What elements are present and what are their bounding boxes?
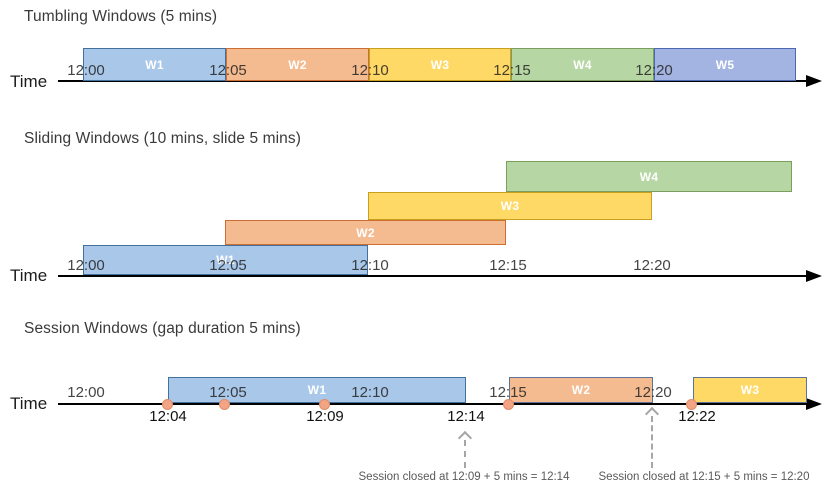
time-axis-label: Time xyxy=(10,72,48,91)
window-box-w5: W5 xyxy=(654,48,796,81)
window-box-w3: W3 xyxy=(368,192,652,220)
window-label: W2 xyxy=(356,225,375,240)
time-tick: 12:10 xyxy=(351,257,389,274)
time-tick: 12:15 xyxy=(489,257,527,274)
window-label: W1 xyxy=(216,253,235,267)
timeline xyxy=(58,80,806,82)
window-box-w4: W4 xyxy=(511,48,654,81)
event-time-label: 12:14 xyxy=(447,408,485,425)
sliding-section-title: Sliding Windows (10 mins, slide 5 mins) xyxy=(24,130,301,147)
timeline xyxy=(58,275,806,277)
session-section-title: Session Windows (gap duration 5 mins) xyxy=(24,320,301,337)
time-tick: 12:00 xyxy=(67,384,105,401)
event-dot xyxy=(503,399,514,410)
event-dot xyxy=(319,399,330,410)
window-label: W4 xyxy=(573,57,592,72)
window-label: W5 xyxy=(715,57,735,72)
window-label: W1 xyxy=(307,383,327,397)
event-dot xyxy=(219,399,230,410)
window-box-w1: W1 xyxy=(83,245,368,275)
time-tick: 12:20 xyxy=(635,62,673,79)
timeline-arrowhead-icon xyxy=(806,270,822,282)
window-box-w1: W1 xyxy=(83,48,226,81)
timeline-arrowhead-icon xyxy=(806,398,822,410)
time-tick: 12:05 xyxy=(209,257,247,274)
event-dot xyxy=(686,399,697,410)
window-box-w2: W2 xyxy=(509,377,653,403)
window-box-w2: W2 xyxy=(226,48,369,81)
tumbling-section-title: Tumbling Windows (5 mins) xyxy=(24,8,218,25)
time-tick: 12:20 xyxy=(633,257,671,274)
time-tick: 12:15 xyxy=(493,62,531,79)
time-tick: 12:05 xyxy=(209,62,247,79)
event-time-label: 12:22 xyxy=(678,408,716,425)
time-tick: 12:00 xyxy=(67,257,105,274)
time-tick: 12:20 xyxy=(634,384,672,401)
window-label: W2 xyxy=(288,57,307,72)
window-label: W2 xyxy=(571,383,591,397)
window-label: W3 xyxy=(430,57,450,72)
time-tick: 12:10 xyxy=(351,62,389,79)
time-tick: 12:10 xyxy=(351,384,389,401)
window-box-w3: W3 xyxy=(693,377,807,403)
window-label: W3 xyxy=(740,383,760,397)
time-tick: 12:15 xyxy=(489,384,527,401)
window-label: W3 xyxy=(500,199,520,213)
window-box-w2: W2 xyxy=(225,220,506,245)
time-axis-label: Time xyxy=(10,266,48,285)
timeline xyxy=(58,403,806,405)
window-label: W4 xyxy=(639,169,659,184)
window-box-w1: W1 xyxy=(168,377,466,403)
window-label: W1 xyxy=(145,57,164,72)
timeline-arrowhead-icon xyxy=(806,75,822,87)
event-dot xyxy=(162,399,173,410)
event-time-label: 12:04 xyxy=(149,408,187,425)
session-closed-annotation: Session closed at 12:15 + 5 mins = 12:20 xyxy=(598,471,810,483)
session-closed-annotation: Session closed at 12:09 + 5 mins = 12:14 xyxy=(358,471,570,483)
event-time-label: 12:09 xyxy=(306,408,344,425)
window-box-w4: W4 xyxy=(506,161,792,192)
time-tick: 12:00 xyxy=(67,62,105,79)
time-axis-label: Time xyxy=(10,394,48,413)
time-tick: 12:05 xyxy=(209,384,247,401)
window-box-w3: W3 xyxy=(369,48,511,81)
